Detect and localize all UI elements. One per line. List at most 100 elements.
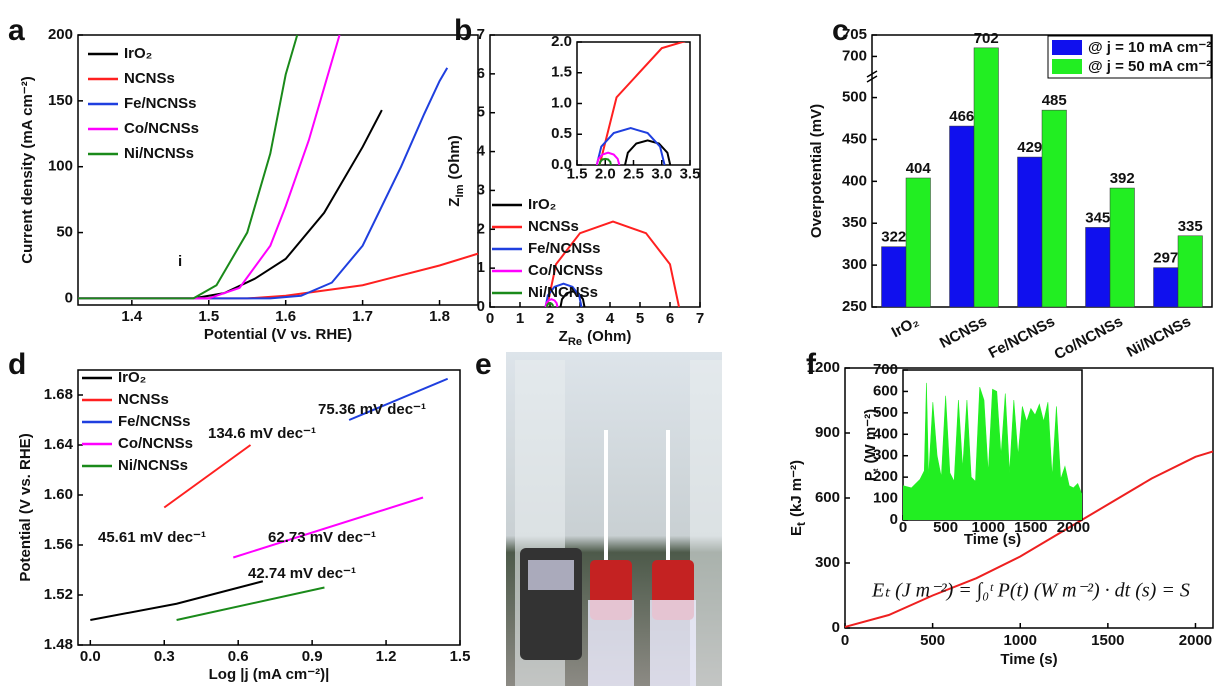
x-tick-label: 7: [696, 310, 704, 327]
slope-label: 42.74 mV dec⁻¹: [248, 565, 356, 582]
value-label: 702: [974, 30, 999, 47]
y-tick-label: 1.48: [44, 636, 73, 653]
y-tick-label: 1.5: [551, 64, 572, 81]
line: [78, 34, 299, 300]
legend-label: Ni/NCNSs: [124, 145, 194, 162]
y-tick-label: 900: [815, 424, 840, 441]
x-tick-label: 1.5: [198, 308, 219, 325]
legend-label: NCNSs: [124, 70, 175, 87]
value-label: 485: [1042, 92, 1067, 109]
x-tick-label: 6: [666, 310, 674, 327]
y-tick-label: 1: [477, 259, 485, 276]
legend-label: Ni/NCNSs: [528, 284, 598, 301]
y-tick-label: 300: [842, 256, 867, 273]
value-label: 404: [906, 160, 932, 177]
equation: Eₜ (J m⁻²) = ∫₀ᵗ P(t) (W m⁻²) · dt (s) =…: [871, 580, 1190, 603]
line: [559, 290, 586, 308]
legend-label: Co/NCNSs: [118, 435, 193, 452]
line: [546, 220, 680, 308]
panel-label: a: [8, 14, 25, 47]
x-tick-label: 500: [933, 519, 958, 536]
plot-frame: [489, 34, 701, 308]
y-axis-label: ZIm (Ohm): [446, 135, 466, 206]
bar: [1017, 156, 1043, 308]
y-axis-label: Current density (mA cm⁻²): [19, 76, 36, 263]
y-tick-label: 700: [842, 47, 867, 64]
y-axis-label-sub: Im: [454, 184, 466, 197]
y-axis-label-unit: (W m⁻²): [862, 409, 879, 464]
y-tick-label: 0.5: [551, 125, 572, 142]
y-tick-label: 100: [873, 490, 898, 507]
y-tick-label: 1.56: [44, 536, 73, 553]
x-tick-label: Ni/NCNSs: [1124, 313, 1194, 361]
bar: [881, 246, 907, 308]
x-tick-label: 1: [516, 310, 524, 327]
legend-label: @ j = 10 mA cm⁻²: [1088, 39, 1211, 56]
y-tick-label: 705: [842, 26, 867, 43]
legend-label: Fe/NCNSs: [124, 95, 197, 112]
y-tick-label: 4: [477, 143, 486, 160]
line: [348, 377, 449, 421]
legend-swatch: [1052, 59, 1082, 74]
x-tick-label: 0.3: [154, 648, 175, 665]
bar: [949, 125, 975, 308]
y-tick-label: 0: [890, 511, 898, 528]
slope-label: 45.61 mV dec⁻¹: [98, 529, 206, 546]
x-tick-label: 1000: [972, 519, 1005, 536]
slope-label: 75.36 mV dec⁻¹: [318, 401, 426, 418]
y-tick-label: 200: [873, 468, 898, 485]
slope-label: 62.73 mV dec⁻¹: [268, 529, 376, 546]
y-tick-label: 250: [842, 298, 867, 315]
value-label: 345: [1085, 209, 1110, 226]
plot-frame: [77, 369, 461, 646]
legend-label: Co/NCNSs: [528, 262, 603, 279]
y-tick-label: 1.0: [551, 94, 572, 111]
line: [232, 496, 424, 559]
legend-label: IrO₂: [118, 369, 146, 386]
photo: [506, 352, 722, 686]
y-axis-label-main: P: [862, 471, 879, 481]
panel-label: d: [8, 348, 26, 381]
y-axis-label-main: Z: [446, 198, 463, 207]
x-axis-label: Time (s): [964, 531, 1021, 548]
y-axis-label: Et (kJ m⁻²): [788, 460, 808, 536]
panel-label: f: [806, 348, 817, 381]
line: [598, 42, 686, 165]
y-tick-label: 0: [832, 619, 840, 636]
y-tick-label: 400: [842, 172, 867, 189]
legend-label: Co/NCNSs: [124, 120, 199, 137]
y-tick-label: 450: [842, 130, 867, 147]
panel-label: b: [454, 14, 472, 47]
slope-label: 134.6 mV dec⁻¹: [208, 425, 316, 442]
x-tick-label: 0.0: [80, 648, 101, 665]
x-tick-label: 2: [546, 310, 554, 327]
x-tick-label: 0: [486, 310, 494, 327]
y-axis-label: Overpotential (mV): [808, 104, 825, 238]
y-tick-label: 150: [48, 92, 73, 109]
line: [78, 109, 383, 300]
bar: [973, 47, 999, 308]
x-axis-label-sub: Re: [568, 336, 582, 348]
x-tick-label: 0: [899, 519, 907, 536]
y-axis-label: Potential (V vs. RHE): [17, 433, 34, 581]
legend-label: Fe/NCNSs: [528, 240, 601, 257]
bar: [1177, 235, 1203, 308]
line: [176, 586, 325, 621]
x-tick-label: Co/NCNSs: [1052, 313, 1126, 363]
value-label: 335: [1178, 218, 1203, 235]
line: [163, 444, 252, 509]
y-axis-label-main: E: [788, 526, 805, 536]
bar: [1085, 227, 1111, 308]
legend-label: IrO₂: [528, 196, 556, 213]
x-tick-label: 500: [920, 632, 945, 649]
x-tick-label: 4: [606, 310, 615, 327]
line: [546, 302, 554, 308]
annotation: i: [178, 253, 182, 270]
legend-label: Fe/NCNSs: [118, 413, 191, 430]
x-tick-label: 1.4: [121, 308, 143, 325]
line: [544, 282, 583, 308]
line: [78, 252, 479, 300]
legend-label: IrO₂: [124, 45, 152, 62]
line: [90, 580, 264, 621]
x-tick-label: NCNSs: [937, 313, 990, 352]
